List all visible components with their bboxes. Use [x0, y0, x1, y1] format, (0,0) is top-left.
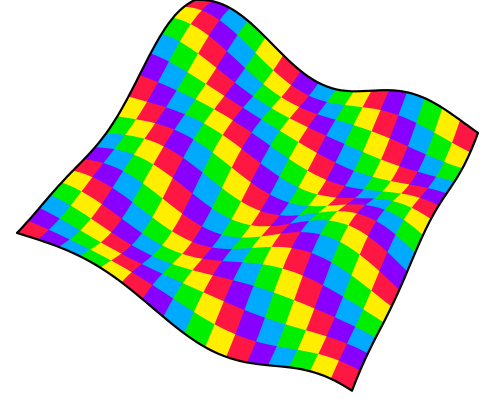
surface-outline — [15, 0, 480, 392]
surface-cells — [16, 0, 479, 392]
